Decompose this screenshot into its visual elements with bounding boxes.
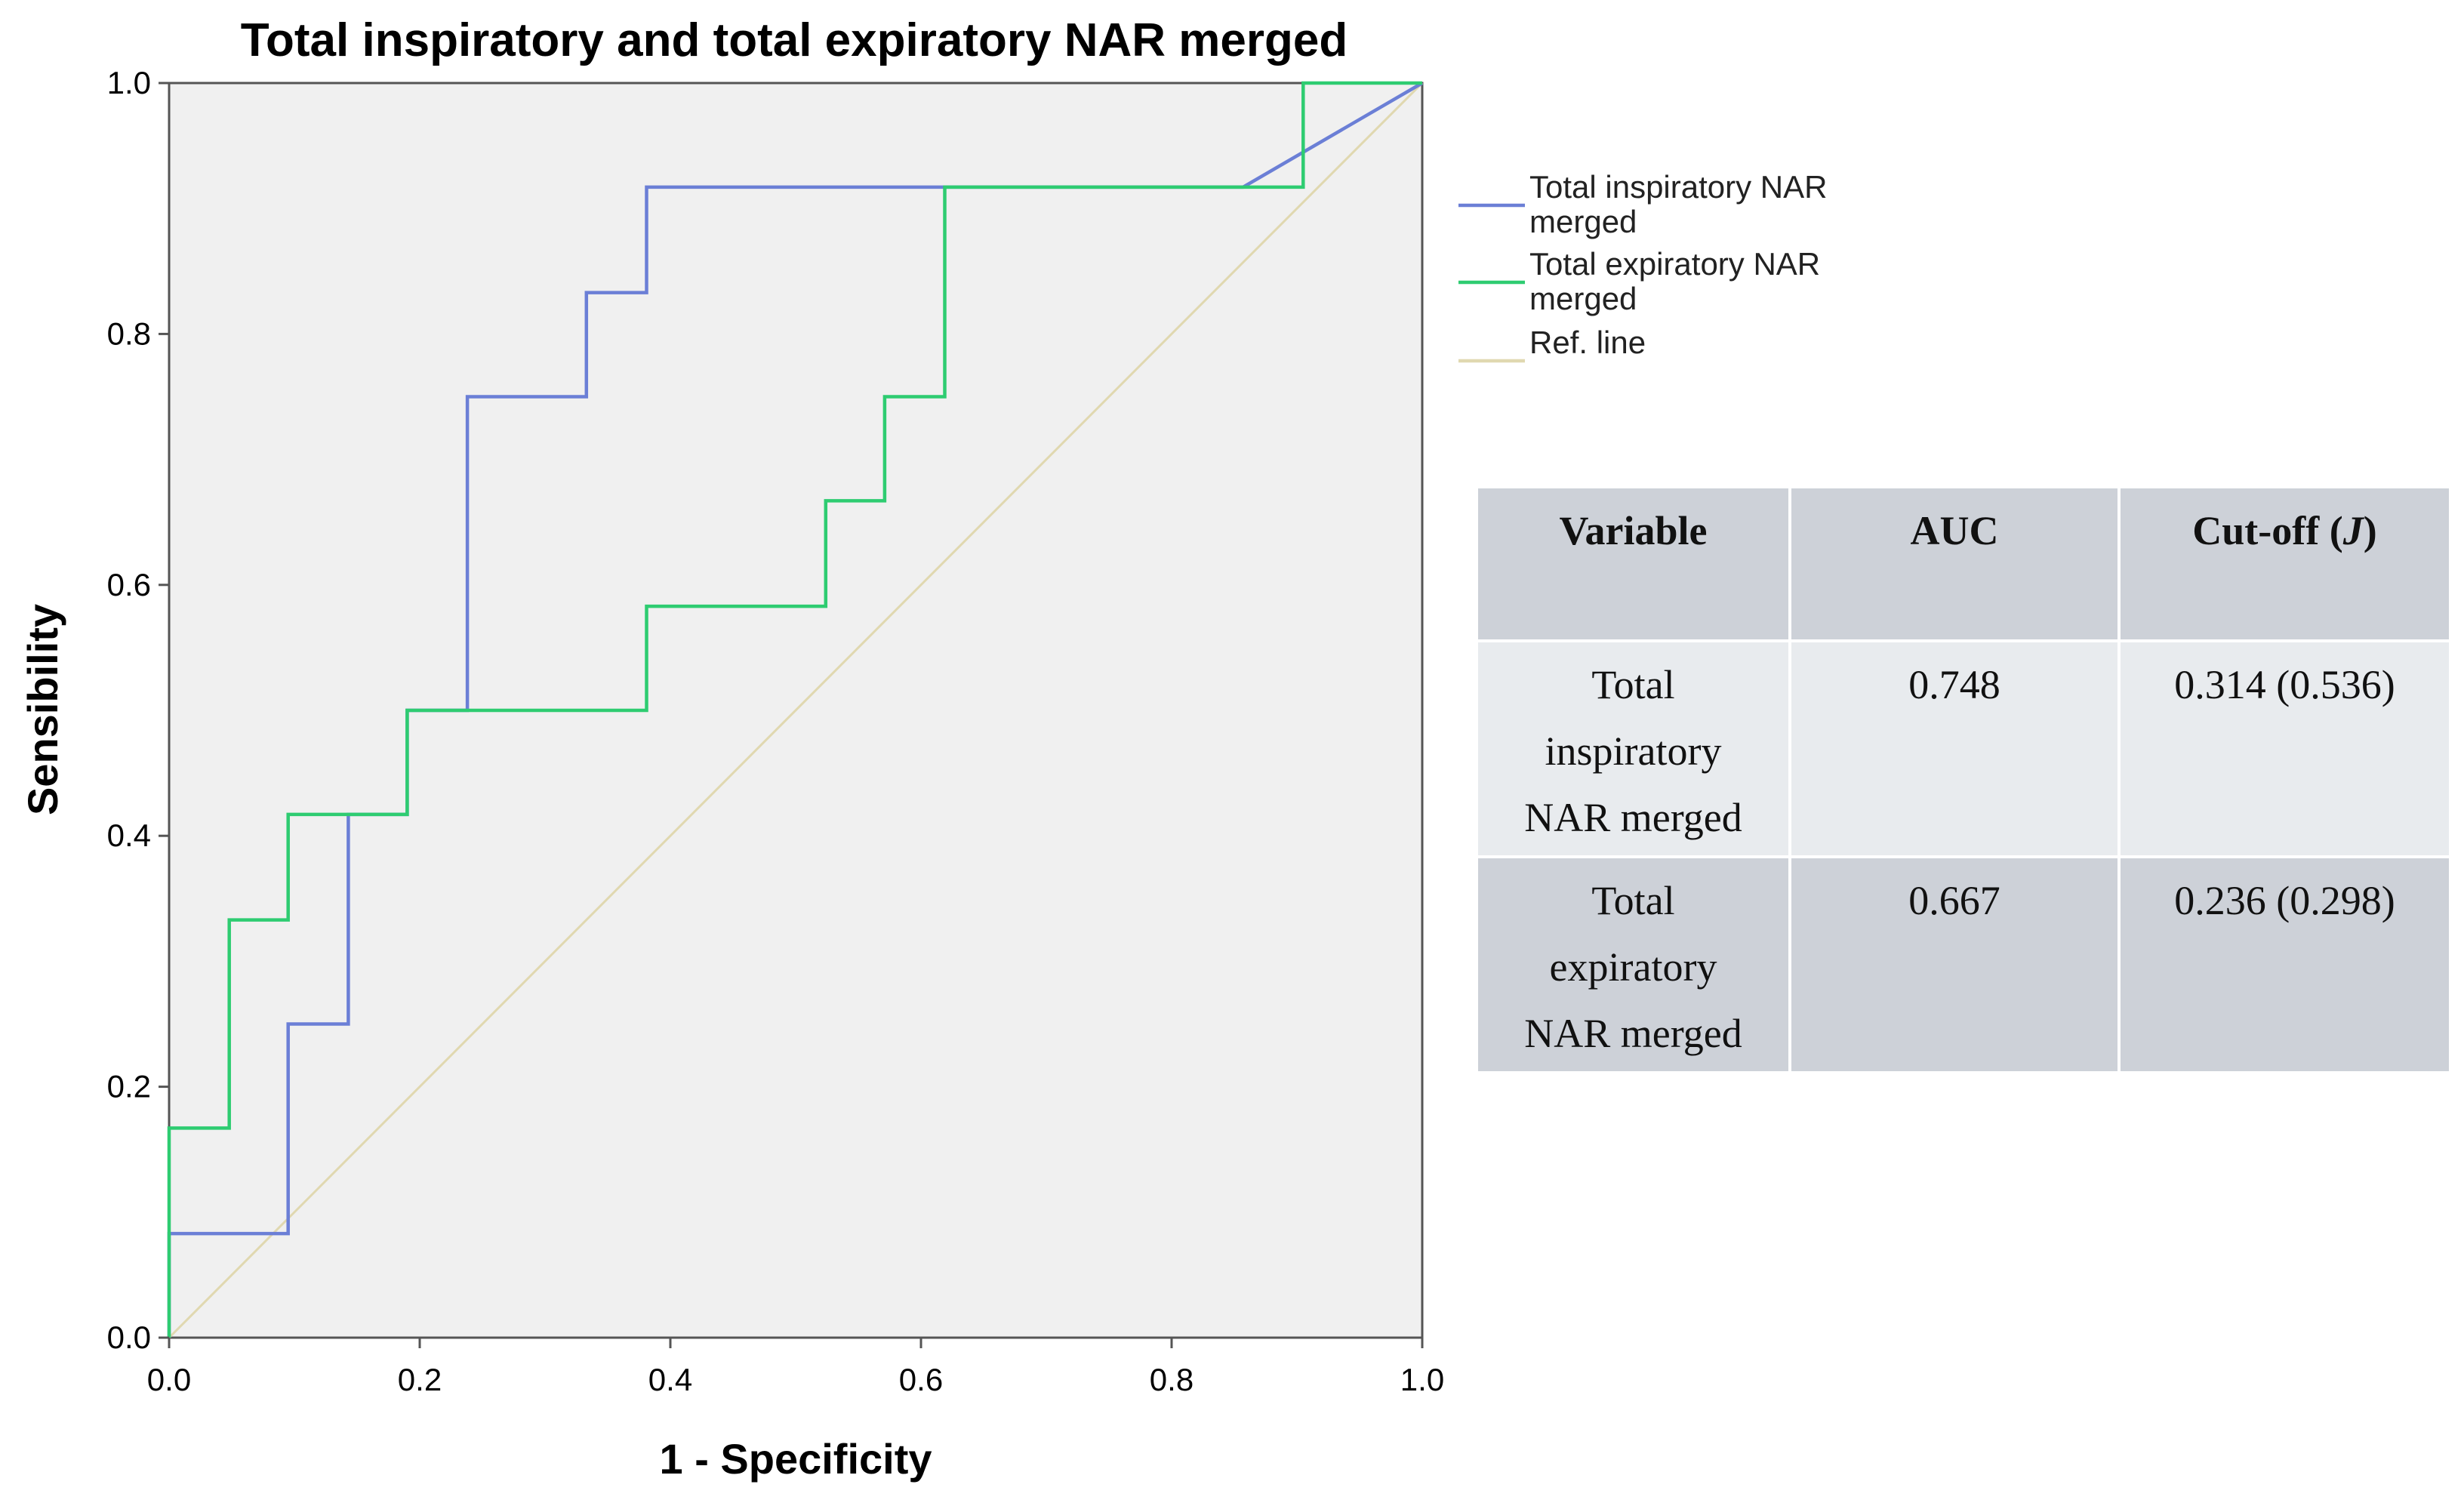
cell-variable: Total inspiratory NAR merged xyxy=(1475,639,1791,858)
x-tick-label: 1.0 xyxy=(1400,1362,1444,1397)
y-tick-label: 0.6 xyxy=(107,567,151,602)
variable-line: NAR merged xyxy=(1524,795,1742,840)
variable-line: Total xyxy=(1591,878,1675,923)
cell-variable: Total expiratory NAR merged xyxy=(1475,855,1791,1074)
cell-auc: 0.748 xyxy=(1788,639,2121,858)
legend-label: Ref. line xyxy=(1529,325,1646,360)
variable-line: Total xyxy=(1591,662,1675,707)
x-tick-label: 0.4 xyxy=(648,1362,692,1397)
header-auc: AUC xyxy=(1788,485,2121,642)
header-variable: Variable xyxy=(1475,485,1791,642)
x-tick-label: 0.2 xyxy=(398,1362,442,1397)
legend-label-cont: merged xyxy=(1529,204,1637,239)
chart-title: Total inspiratory and total expiratory N… xyxy=(241,14,1348,66)
y-tick-label: 0.0 xyxy=(107,1320,151,1355)
x-tick-label: 0.8 xyxy=(1150,1362,1194,1397)
header-cutoff-symbol: J xyxy=(2342,508,2364,553)
legend-label: Total expiratory NAR xyxy=(1529,246,1820,282)
auc-table: Variable AUC Cut-off (J) Total inspirato… xyxy=(1475,485,2452,1074)
reference-line xyxy=(168,82,1424,1339)
header-cutoff: Cut-off (J) xyxy=(2118,485,2452,642)
y-tick-label: 0.8 xyxy=(107,316,151,351)
series-line-2 xyxy=(167,81,1422,1338)
variable-line: inspiratory xyxy=(1545,728,1722,774)
y-tick-label: 0.4 xyxy=(107,818,151,853)
legend-label-cont: merged xyxy=(1529,281,1637,316)
legend-label: Total inspiratory NAR xyxy=(1529,169,1827,205)
x-tick-label: 0.0 xyxy=(147,1362,191,1397)
x-tick-label: 0.6 xyxy=(899,1362,943,1397)
y-tick-label: 0.2 xyxy=(107,1069,151,1104)
cell-auc: 0.667 xyxy=(1788,855,2121,1074)
table-row: Total expiratory NAR merged 0.667 0.236 … xyxy=(1475,855,2452,1074)
x-axis-title: 1 - Specificity xyxy=(659,1435,932,1483)
cell-cutoff: 0.236 (0.298) xyxy=(2118,855,2452,1074)
y-tick-label: 1.0 xyxy=(107,65,151,100)
y-axis-title: Sensibility xyxy=(19,604,66,815)
table-row: Total inspiratory NAR merged 0.748 0.314… xyxy=(1475,639,2452,858)
variable-line: expiratory xyxy=(1549,944,1717,990)
header-cutoff-label: Cut-off xyxy=(2192,508,2320,553)
cell-cutoff: 0.314 (0.536) xyxy=(2118,639,2452,858)
variable-line: NAR merged xyxy=(1524,1011,1742,1056)
table-header-row: Variable AUC Cut-off (J) xyxy=(1475,485,2452,642)
